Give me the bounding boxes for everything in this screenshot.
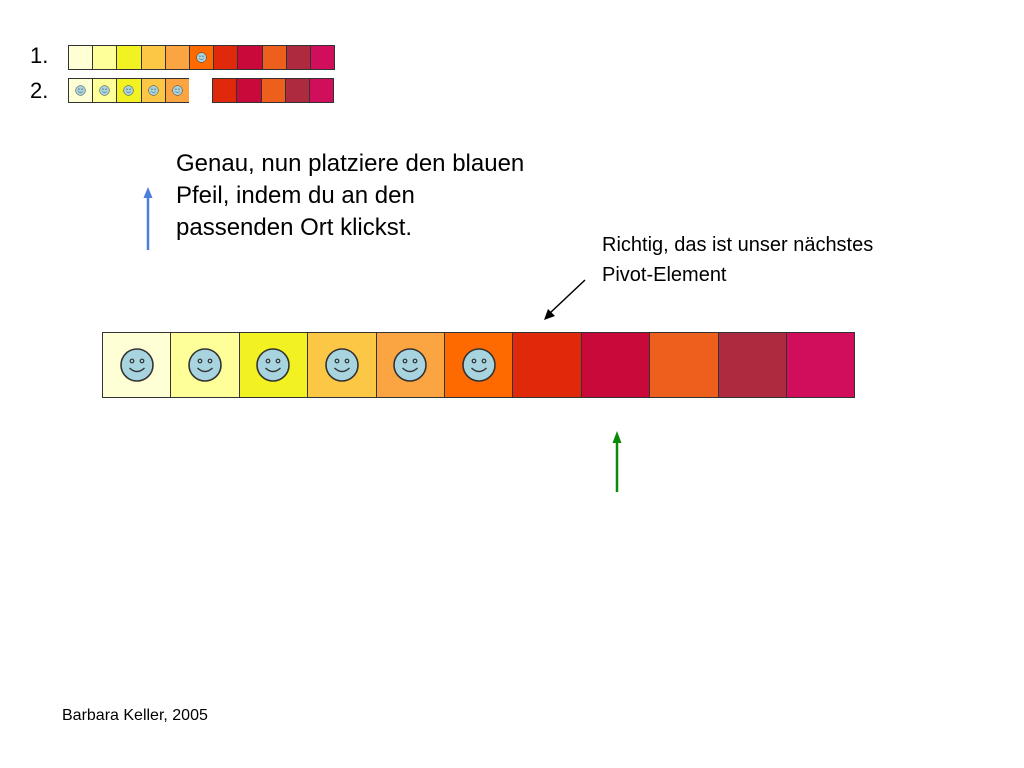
array-cell[interactable] [102,332,171,398]
array-cell[interactable] [375,332,444,398]
array-cell[interactable] [512,332,581,398]
array-cell [260,78,285,103]
array-cell [68,45,93,70]
smiley-icon [119,348,154,382]
smiley-icon [325,348,359,382]
smiley-icon [75,85,86,96]
step-1-array [68,45,336,70]
array-cell[interactable] [580,332,650,398]
smiley-icon [123,85,135,96]
smiley-icon [188,348,222,382]
array-cell [309,45,336,70]
array-cell [92,78,117,103]
array-cell [116,78,141,103]
array-cell [68,78,93,103]
main-array [102,332,856,398]
smiley-icon [172,85,183,96]
array-cell [213,45,238,70]
array-cell [308,78,335,103]
array-cell[interactable] [238,332,308,398]
blue-arrow-icon[interactable] [143,187,153,250]
step-2-array [68,78,335,103]
array-cell [212,78,237,103]
pivot-note: Richtig, das ist unser nächstes Pivot-El… [602,234,874,286]
green-arrow-icon [612,431,622,492]
array-cell[interactable] [307,332,376,398]
array-cell [188,45,214,70]
array-cell [261,45,286,70]
array-cell [140,78,165,103]
smiley-icon [196,52,207,63]
array-cell [236,78,261,103]
smiley-icon [148,85,159,96]
author-credit: Barbara Keller, 2005 [62,707,208,724]
array-cell [92,45,117,70]
smiley-icon [393,348,428,382]
smiley-icon [256,348,291,382]
array-cell [237,45,262,70]
step-2-label: 2. [30,78,49,103]
instruction-text: Genau, nun platziere den blauen Pfeil, i… [176,150,525,241]
array-cell [140,45,165,70]
array-cell[interactable] [717,332,786,398]
array-cell [284,78,309,103]
pointer-arrow-icon [544,279,586,320]
array-cell[interactable] [785,332,856,398]
step-1-label: 1. [30,43,49,68]
array-cell [164,45,189,70]
smiley-icon [461,348,496,382]
array-cell [285,45,310,70]
array-cell[interactable] [443,332,513,398]
array-cell [164,78,189,103]
array-cell[interactable] [170,332,239,398]
array-cell[interactable] [649,332,718,398]
smiley-icon [99,85,110,96]
array-cell [116,45,141,70]
